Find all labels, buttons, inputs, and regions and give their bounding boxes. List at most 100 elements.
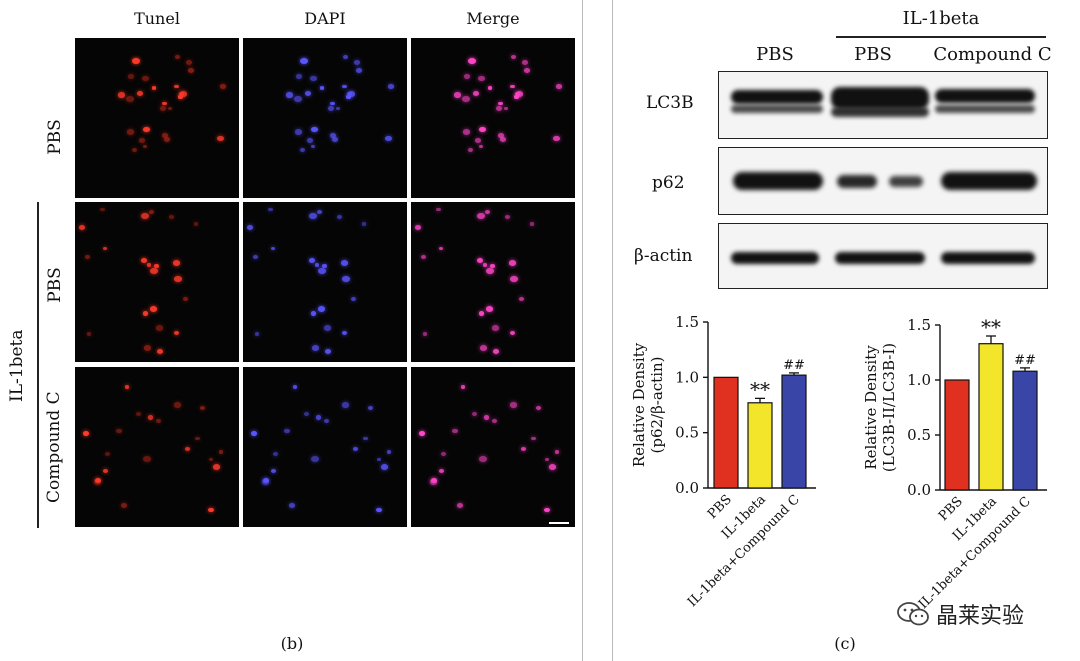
y-axis-label-line2: (LC3B-II/LC3B-I) xyxy=(880,343,898,472)
blot-group-underline xyxy=(836,36,1046,38)
cell-nucleus xyxy=(342,55,349,60)
y-tick-label: 0.0 xyxy=(907,481,931,499)
cell-nucleus xyxy=(268,207,273,211)
cell-nucleus xyxy=(377,457,382,461)
cell-nucleus xyxy=(84,254,90,259)
cell-nucleus xyxy=(478,126,487,133)
cell-nucleus xyxy=(126,95,134,102)
cell-nucleus xyxy=(310,126,319,133)
cell-nucleus xyxy=(174,55,181,60)
bar-1 xyxy=(978,343,1004,491)
bar-chart-p62: 0.0 0.5 1.0 1.5 Relative Density (p62/β-actin… xyxy=(630,313,816,610)
cell-nucleus xyxy=(342,84,347,89)
cell-nucleus xyxy=(310,311,317,316)
cell-nucleus xyxy=(554,450,560,454)
cell-nucleus xyxy=(420,254,426,259)
cell-nucleus xyxy=(143,345,152,352)
cell-nucleus xyxy=(273,452,279,457)
significance-mark: ** xyxy=(750,377,770,401)
cell-nucleus xyxy=(295,74,302,79)
micro-image-merge-compound-c xyxy=(411,367,575,527)
cell-nucleus xyxy=(311,455,320,462)
cell-nucleus xyxy=(535,405,541,410)
cell-nucleus xyxy=(491,418,497,424)
cell-nucleus xyxy=(331,136,339,142)
micro-image-dapi-il1beta-pbs xyxy=(243,202,407,362)
bar-2 xyxy=(1012,370,1038,491)
cell-nucleus xyxy=(195,436,200,441)
cell-nucleus xyxy=(438,469,444,474)
cell-nucleus xyxy=(323,324,331,331)
cell-nucleus xyxy=(350,296,356,301)
cell-nucleus xyxy=(127,74,134,79)
cell-nucleus xyxy=(250,430,257,436)
micro-image-dapi-pbs xyxy=(243,38,407,198)
cell-nucleus xyxy=(376,508,382,513)
cell-nucleus xyxy=(422,332,427,336)
cell-nucleus xyxy=(174,275,182,282)
cell-nucleus xyxy=(168,214,175,220)
y-tick-label: 0.5 xyxy=(675,424,699,442)
cell-nucleus xyxy=(285,92,293,98)
row-label-pbs-control: PBS xyxy=(45,119,65,155)
cell-nucleus xyxy=(120,502,128,508)
row-label-pbs-il1beta: PBS xyxy=(45,267,65,303)
cell-nucleus xyxy=(140,257,148,263)
significance-mark: ## xyxy=(783,358,805,373)
cell-nucleus xyxy=(180,91,188,98)
row-label-compound-c: Compound C xyxy=(44,391,64,503)
cell-nucleus xyxy=(317,209,323,214)
cell-nucleus xyxy=(381,464,389,470)
blot-label-p62: p62 xyxy=(652,173,685,193)
cell-nucleus xyxy=(100,207,105,211)
cell-nucleus xyxy=(552,135,560,142)
micro-image-merge-pbs xyxy=(411,38,575,198)
cell-nucleus xyxy=(154,264,159,268)
bar-0 xyxy=(944,379,970,491)
cell-nucleus xyxy=(336,214,343,220)
cell-nucleus xyxy=(172,259,180,266)
bar-0 xyxy=(713,376,739,489)
cell-nucleus xyxy=(329,133,336,139)
cell-nucleus xyxy=(213,464,221,470)
blot-label-lc3b: LC3B xyxy=(646,93,694,113)
y-axis-label-line2: (p62/β-actin) xyxy=(648,356,666,453)
blot-lc3b xyxy=(718,71,1048,139)
cell-nucleus xyxy=(436,207,441,211)
y-tick-label: 1.0 xyxy=(675,368,699,386)
cell-nucleus xyxy=(418,430,425,436)
y-tick-label: 1.5 xyxy=(675,313,699,331)
micro-image-tunel-compound-c xyxy=(75,367,239,527)
cell-nucleus xyxy=(254,332,259,336)
cell-nucleus xyxy=(346,95,351,99)
scale-bar xyxy=(549,522,569,524)
cell-nucleus xyxy=(155,418,161,424)
cell-nucleus xyxy=(126,129,135,136)
lane-label-pbs: PBS xyxy=(756,44,794,65)
panel-divider-left xyxy=(582,0,583,661)
cell-nucleus xyxy=(518,296,524,301)
bar-chart-lc3b: 0.0 0.5 1.0 1.5 Relative Density (LC3B-II/LC3… xyxy=(862,315,1047,612)
cell-nucleus xyxy=(299,147,306,153)
cell-nucleus xyxy=(504,214,511,220)
cell-nucleus xyxy=(510,330,515,335)
cell-nucleus xyxy=(314,263,319,267)
cell-nucleus xyxy=(452,428,458,433)
cell-nucleus xyxy=(173,402,181,408)
cell-nucleus xyxy=(146,263,151,267)
cell-nucleus xyxy=(356,67,363,73)
cell-nucleus xyxy=(387,84,394,89)
significance-mark: ** xyxy=(981,315,1001,339)
cell-nucleus xyxy=(142,144,147,149)
cell-nucleus xyxy=(163,136,171,142)
cell-nucleus xyxy=(531,436,536,441)
cell-nucleus xyxy=(486,267,494,274)
watermark: 晶莱实验 xyxy=(896,598,1024,630)
cell-nucleus xyxy=(472,90,480,97)
cell-nucleus xyxy=(510,84,515,89)
cell-nucleus xyxy=(78,224,86,231)
cell-nucleus xyxy=(141,213,149,220)
cell-nucleus xyxy=(304,90,312,97)
cell-nucleus xyxy=(529,222,535,226)
cell-nucleus xyxy=(478,75,486,82)
